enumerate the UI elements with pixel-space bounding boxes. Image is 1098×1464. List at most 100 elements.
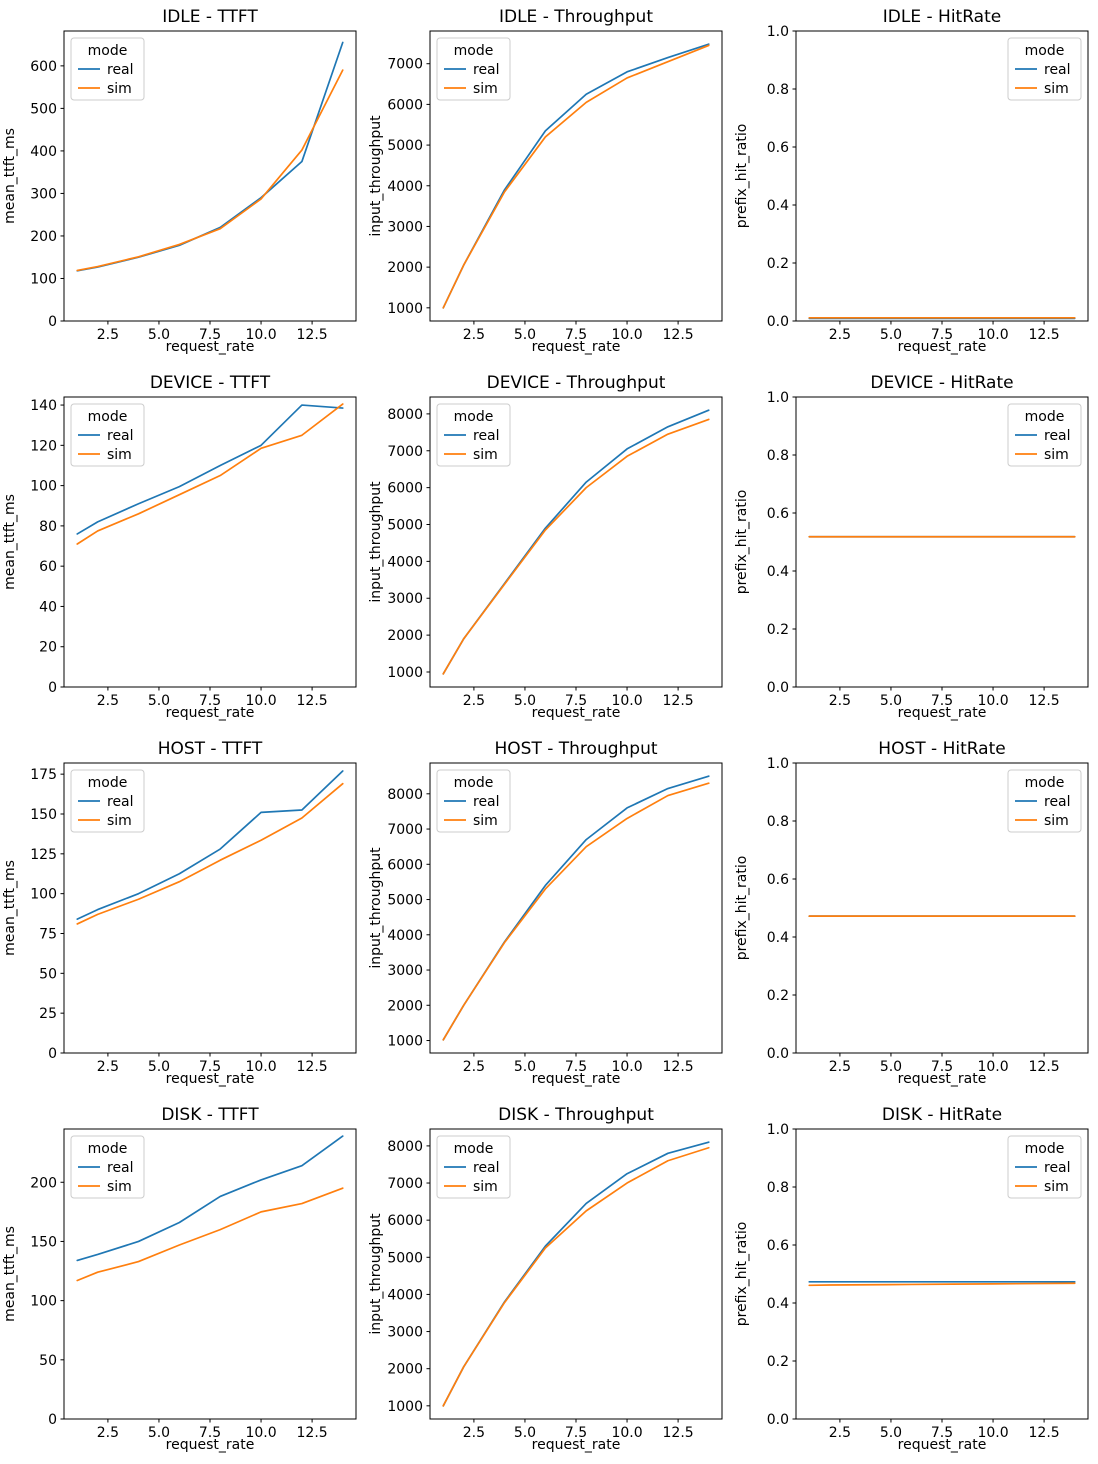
y-tick-label: 7000 <box>387 444 423 460</box>
legend-title: mode <box>1025 775 1065 791</box>
x-axis-label: request_rate <box>166 705 255 721</box>
y-tick-label: 2000 <box>387 628 423 644</box>
x-tick-label: 10.0 <box>245 327 276 343</box>
y-tick-label: 0.8 <box>767 448 789 464</box>
y-tick-label: 0.0 <box>767 314 789 330</box>
chart-disk-hitrate: 2.5 5.0 7.5 10.0 12.5 0.0 0.2 0.4 0.6 0.8 1.0 DISK … <box>732 1098 1098 1464</box>
y-tick-label: 5000 <box>387 138 423 154</box>
legend: mode real sim <box>70 403 145 467</box>
y-tick-label: 7000 <box>387 1176 423 1192</box>
legend-title: mode <box>454 409 494 425</box>
legend: mode real sim <box>1007 37 1082 101</box>
chart-title: DEVICE - HitRate <box>870 373 1013 393</box>
legend-label-sim: sim <box>107 81 132 97</box>
y-axis-label: input_throughput <box>368 1213 384 1335</box>
y-tick-label: 8000 <box>387 1139 423 1155</box>
x-axis-label: request_rate <box>898 339 987 355</box>
x-tick-label: 10.0 <box>245 1425 276 1441</box>
plot-area <box>63 1128 357 1420</box>
y-tick-label: 7000 <box>387 57 423 73</box>
chart-svg-host-throughput: 2.5 5.0 7.5 10.0 12.5 1000 2000 3000 4000 5000 600… <box>366 732 732 1098</box>
y-tick-label: 1.0 <box>767 24 789 40</box>
y-tick-label: 4000 <box>387 179 423 195</box>
y-tick-label: 0.8 <box>767 82 789 98</box>
x-tick-label: 10.0 <box>611 327 642 343</box>
y-tick-label: 5000 <box>387 893 423 909</box>
legend-label-real: real <box>473 62 500 78</box>
y-tick-label: 0.4 <box>767 198 789 214</box>
series-line-sim <box>76 782 344 925</box>
legend-label-sim: sim <box>107 1179 132 1195</box>
legend-title: mode <box>454 43 494 59</box>
x-tick-label: 10.0 <box>611 1059 642 1075</box>
y-tick-label: 6000 <box>387 1213 423 1229</box>
y-tick-label: 500 <box>30 101 57 117</box>
x-axis-label: request_rate <box>898 1437 987 1453</box>
legend: mode real sim <box>70 37 145 101</box>
x-tick-label: 12.5 <box>663 1425 694 1441</box>
y-tick-label: 3000 <box>387 591 423 607</box>
legend-title: mode <box>1025 409 1065 425</box>
y-axis-label: input_throughput <box>368 481 384 603</box>
y-axis-label: mean_ttft_ms <box>2 494 18 590</box>
chart-svg-device-throughput: 2.5 5.0 7.5 10.0 12.5 1000 2000 3000 4000 5000 600… <box>366 366 732 732</box>
y-tick-label: 5000 <box>387 518 423 534</box>
y-tick-label: 8000 <box>387 787 423 803</box>
x-tick-label: 7.5 <box>931 693 953 709</box>
x-tick-label: 7.5 <box>199 1425 221 1441</box>
chart-device-hitrate: 2.5 5.0 7.5 10.0 12.5 0.0 0.2 0.4 0.6 0.8 1.0 DEVIC… <box>732 366 1098 732</box>
x-tick-label: 2.5 <box>97 1059 119 1075</box>
x-tick-label: 2.5 <box>829 327 851 343</box>
x-tick-label: 12.5 <box>297 327 328 343</box>
legend-label-sim: sim <box>473 447 498 463</box>
chart-device-ttft: 2.5 5.0 7.5 10.0 12.5 0 20 40 60 80 100 120 140 DEVIC… <box>0 366 366 732</box>
x-tick-label: 10.0 <box>977 1059 1008 1075</box>
plot-area <box>429 30 723 322</box>
x-tick-label: 2.5 <box>829 693 851 709</box>
x-tick-label: 5.0 <box>880 1425 902 1441</box>
y-tick-label: 120 <box>30 438 57 454</box>
y-tick-label: 100 <box>30 479 57 495</box>
series-line-real <box>76 1135 344 1262</box>
y-axis-label: mean_ttft_ms <box>2 1226 18 1322</box>
legend: mode real sim <box>436 769 511 833</box>
x-tick-label: 5.0 <box>148 1059 170 1075</box>
legend-title: mode <box>88 43 128 59</box>
x-tick-label: 7.5 <box>565 693 587 709</box>
legend-label-sim: sim <box>473 81 498 97</box>
y-tick-label: 6000 <box>387 481 423 497</box>
x-tick-label: 10.0 <box>245 693 276 709</box>
chart-disk-throughput: 2.5 5.0 7.5 10.0 12.5 1000 2000 3000 4000 5000 600… <box>366 1098 732 1464</box>
x-tick-label: 7.5 <box>565 1059 587 1075</box>
y-axis-label: prefix_hit_ratio <box>734 856 750 961</box>
x-tick-label: 2.5 <box>463 1425 485 1441</box>
x-tick-label: 5.0 <box>880 693 902 709</box>
x-tick-label: 2.5 <box>97 327 119 343</box>
legend: mode real sim <box>1007 403 1082 467</box>
y-tick-label: 125 <box>30 847 57 863</box>
legend-label-sim: sim <box>1044 813 1069 829</box>
plot-area <box>63 30 357 322</box>
y-tick-label: 300 <box>30 186 57 202</box>
y-tick-label: 175 <box>30 767 57 783</box>
x-tick-label: 12.5 <box>297 693 328 709</box>
chart-title: DISK - HitRate <box>882 1105 1002 1125</box>
legend-label-real: real <box>107 428 134 444</box>
legend-label-real: real <box>473 1160 500 1176</box>
y-tick-label: 1000 <box>387 301 423 317</box>
legend-label-real: real <box>1044 428 1071 444</box>
series-line-sim <box>442 1146 710 1407</box>
y-tick-label: 8000 <box>387 407 423 423</box>
legend-label-real: real <box>473 794 500 810</box>
x-axis-label: request_rate <box>532 339 621 355</box>
x-axis-label: request_rate <box>898 705 987 721</box>
x-axis-label: request_rate <box>166 339 255 355</box>
chart-svg-device-ttft: 2.5 5.0 7.5 10.0 12.5 0 20 40 60 80 100 120 140 DEVIC… <box>0 366 366 732</box>
y-tick-label: 2000 <box>387 998 423 1014</box>
y-tick-label: 2000 <box>387 260 423 276</box>
chart-idle-throughput: 2.5 5.0 7.5 10.0 12.5 1000 2000 3000 4000 5000 600… <box>366 0 732 366</box>
x-axis-label: request_rate <box>898 1071 987 1087</box>
x-tick-label: 10.0 <box>977 693 1008 709</box>
x-tick-label: 10.0 <box>977 1425 1008 1441</box>
legend-label-sim: sim <box>1044 447 1069 463</box>
